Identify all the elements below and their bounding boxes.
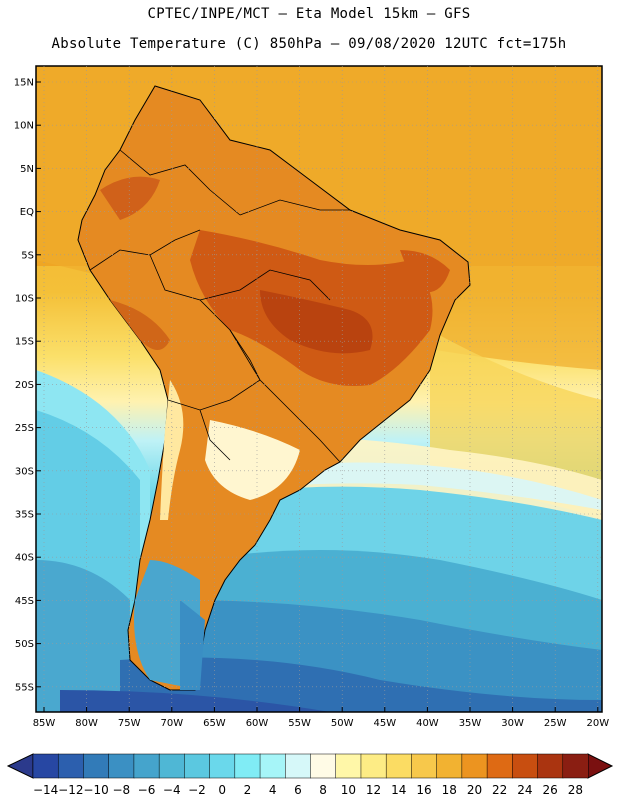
colorbar-cell xyxy=(83,753,110,779)
colorbar-cell xyxy=(411,753,438,779)
colorbar-cell xyxy=(335,753,362,779)
lat-label: 15S xyxy=(15,337,34,348)
colorbar-cell xyxy=(57,753,85,779)
lon-label: 40W xyxy=(416,718,439,729)
colorbar-cell xyxy=(285,753,312,779)
colorbar-tick-label: −2 xyxy=(188,783,206,797)
colorbar-tick-label: 2 xyxy=(244,783,252,797)
colorbar-cell xyxy=(184,753,211,779)
colorbar-high-arrow xyxy=(587,753,614,779)
lon-label: 55W xyxy=(288,718,311,729)
colorbar-tick-label: −4 xyxy=(163,783,181,797)
colorbar-cell xyxy=(486,753,513,779)
colorbar-tick-label: 20 xyxy=(467,783,482,797)
lat-label: 35S xyxy=(15,510,34,521)
colorbar-cell xyxy=(259,753,286,779)
lon-label: 85W xyxy=(33,718,56,729)
colorbar: −14 −12 −10 −8 −6 −4 −2 0 2 4 6 8 10 12 14 16 18 20 22 24 26… xyxy=(6,753,614,797)
colorbar-tick-label: −12 xyxy=(58,783,83,797)
colorbar-tick-label: −14 xyxy=(33,783,58,797)
lon-label: 75W xyxy=(118,718,141,729)
colorbar-cell xyxy=(385,753,412,779)
lat-label: EQ xyxy=(20,207,34,218)
colorbar-tick-label: 6 xyxy=(294,783,302,797)
colorbar-cell xyxy=(158,753,185,779)
colorbar-tick-label: 8 xyxy=(319,783,327,797)
title-line-2: Absolute Temperature (C) 850hPa – 09/08/… xyxy=(51,36,567,52)
colorbar-tick-label: 4 xyxy=(269,783,277,797)
lon-label: 25W xyxy=(544,718,567,729)
colorbar-cell xyxy=(436,753,463,779)
colorbar-cell xyxy=(512,753,539,779)
latitude-labels: 15N 10N 5N EQ 5S 10S 15S 20S 25S 30S 35S 40S 45S 50S 5… xyxy=(14,78,34,694)
colorbar-tick-label: 22 xyxy=(492,783,507,797)
colorbar-tick-label: −6 xyxy=(138,783,156,797)
colorbar-cell xyxy=(562,753,589,779)
lon-label: 30W xyxy=(501,718,524,729)
lon-label: 20W xyxy=(586,718,609,729)
colorbar-cell xyxy=(234,753,261,779)
lat-label: 10N xyxy=(14,121,34,132)
colorbar-tick-label: 18 xyxy=(442,783,457,797)
country-borders xyxy=(89,149,350,463)
colorbar-tick-label: 16 xyxy=(416,783,431,797)
colorbar-tick-label: −8 xyxy=(112,783,130,797)
lat-label: 5N xyxy=(20,164,34,175)
lon-label: 65W xyxy=(203,718,226,729)
title-line-1: CPTEC/INPE/MCT – Eta Model 15km – GFS xyxy=(147,6,471,22)
colorbar-cell xyxy=(133,753,160,779)
lon-label: 45W xyxy=(373,718,396,729)
lat-label: 25S xyxy=(15,423,34,434)
colorbar-cell xyxy=(32,753,59,779)
colorbar-tick-label: 28 xyxy=(568,783,583,797)
longitude-labels: 85W 80W 75W 70W 65W 60W 55W 50W 45W 40W 35W 30W 25W 2… xyxy=(33,718,610,729)
map-frame xyxy=(35,65,603,713)
colorbar-tick-label: 14 xyxy=(391,783,406,797)
colorbar-tick-label: −10 xyxy=(83,783,108,797)
lon-label: 80W xyxy=(75,718,98,729)
lat-label: 5S xyxy=(21,250,34,261)
colorbar-tick-label: 12 xyxy=(366,783,381,797)
colorbar-tick-label: 24 xyxy=(517,783,532,797)
colorbar-tick-label: 0 xyxy=(218,783,226,797)
lat-label: 30S xyxy=(15,466,34,477)
lon-label: 60W xyxy=(246,718,269,729)
gridlines xyxy=(36,66,602,712)
colorbar-tick-label: 26 xyxy=(543,783,558,797)
lat-label: 20S xyxy=(15,380,34,391)
colorbar-cell xyxy=(537,753,564,779)
colorbar-cell xyxy=(461,753,488,779)
lat-label: 50S xyxy=(15,639,34,650)
colorbar-low-arrow xyxy=(6,753,34,779)
temperature-field xyxy=(36,66,602,712)
colorbar-cell xyxy=(360,753,387,779)
lat-label: 55S xyxy=(15,682,34,693)
lon-label: 50W xyxy=(331,718,354,729)
lat-label: 10S xyxy=(15,294,34,305)
lon-label: 70W xyxy=(160,718,183,729)
lat-label: 45S xyxy=(15,596,34,607)
colorbar-cell xyxy=(209,753,236,779)
lon-label: 35W xyxy=(459,718,482,729)
lat-label: 15N xyxy=(14,78,34,89)
colorbar-cell xyxy=(108,753,135,779)
colorbar-cell xyxy=(310,753,337,779)
lat-label: 40S xyxy=(15,553,34,564)
colorbar-tick-label: 10 xyxy=(341,783,356,797)
